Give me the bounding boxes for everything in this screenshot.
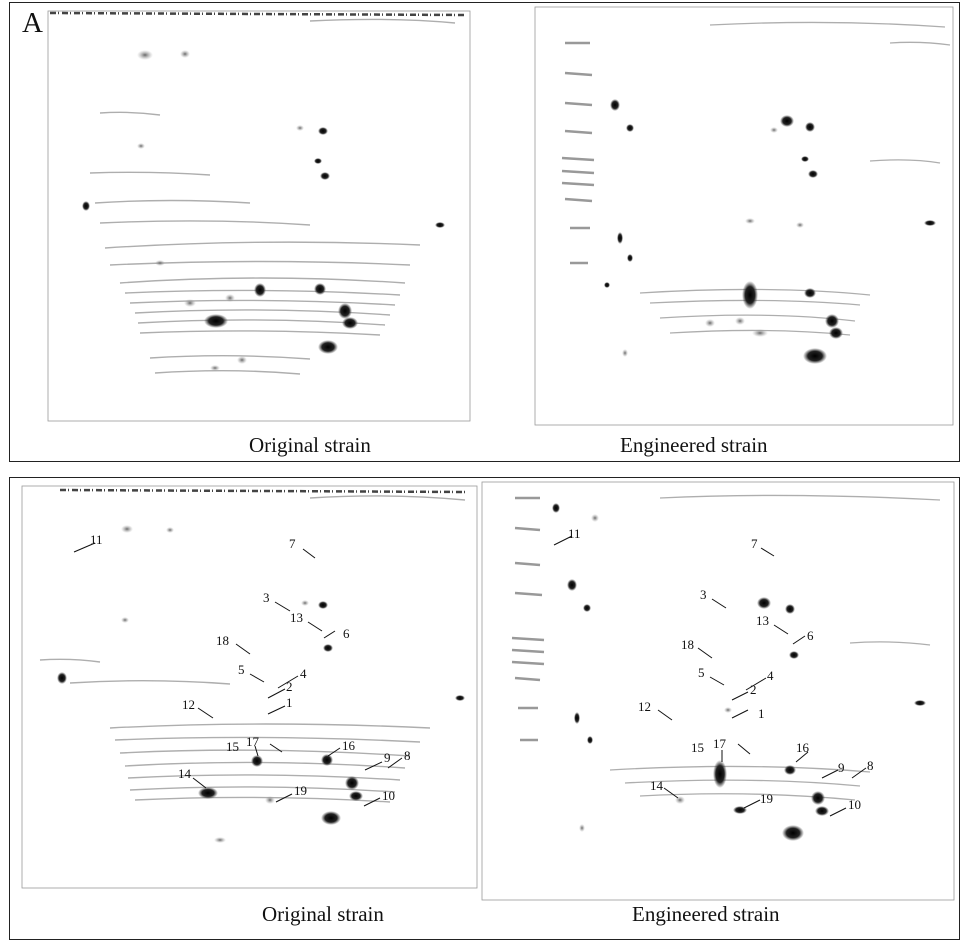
spot-label-1-original: 1 bbox=[286, 695, 293, 710]
gel-engineered-a bbox=[534, 6, 954, 426]
spot-label-10-original: 10 bbox=[382, 788, 395, 803]
spot-label-19-original: 19 bbox=[294, 783, 307, 798]
spot-label-4-engineered: 4 bbox=[767, 668, 774, 683]
panel-b: B bbox=[9, 477, 960, 940]
spot-label-13-original: 13 bbox=[290, 610, 303, 625]
spot-label-12-original: 12 bbox=[182, 697, 195, 712]
spot-label-11-original: 11 bbox=[90, 532, 103, 547]
spot-label-13-engineered: 13 bbox=[756, 613, 769, 628]
spot-label-9-original: 9 bbox=[384, 750, 391, 765]
caption-engineered-strain-b: Engineered strain bbox=[632, 902, 780, 926]
gel-original-a bbox=[47, 10, 471, 422]
spot-label-7-original: 7 bbox=[289, 536, 296, 551]
gel-engineered-b: 11 7 3 13 6 18 5 4 2 1 12 17 15 16 9 8 1… bbox=[481, 481, 955, 901]
spot-label-10-engineered: 10 bbox=[848, 797, 861, 812]
spot-label-16-original: 16 bbox=[342, 738, 356, 753]
caption-original-strain-b: Original strain bbox=[262, 902, 384, 926]
spot-label-3-original: 3 bbox=[263, 590, 270, 605]
spot-label-19-engineered: 19 bbox=[760, 791, 773, 806]
spot-label-4-original: 4 bbox=[300, 666, 307, 681]
spot-label-15-engineered: 15 bbox=[691, 740, 704, 755]
spot-label-6-engineered: 6 bbox=[807, 628, 814, 643]
spot-label-14-engineered: 14 bbox=[650, 778, 664, 793]
panel-a: A bbox=[9, 2, 960, 462]
spot-label-3-engineered: 3 bbox=[700, 587, 707, 602]
panel-a-letter: A bbox=[22, 7, 43, 39]
spot-label-2-original: 2 bbox=[286, 679, 293, 694]
spot-label-17-original: 17 bbox=[246, 734, 260, 749]
spot-label-9-engineered: 9 bbox=[838, 760, 845, 775]
spot-label-5-engineered: 5 bbox=[698, 665, 705, 680]
gel-original-b: 11 7 3 13 6 18 5 4 2 1 12 17 15 16 9 8 1… bbox=[21, 485, 478, 889]
spot-label-2-engineered: 2 bbox=[750, 682, 757, 697]
spot-label-18-original: 18 bbox=[216, 633, 229, 648]
panel-b-gels: 11 7 3 13 6 18 5 4 2 1 12 17 15 16 9 8 1… bbox=[21, 481, 955, 901]
spot-label-16-engineered: 16 bbox=[796, 740, 810, 755]
spot-label-11-engineered: 11 bbox=[568, 526, 581, 541]
spot-label-7-engineered: 7 bbox=[751, 536, 758, 551]
spot-label-14-original: 14 bbox=[178, 766, 192, 781]
spot-label-1-engineered: 1 bbox=[758, 706, 765, 721]
spot-label-5-original: 5 bbox=[238, 662, 245, 677]
spot-label-6-original: 6 bbox=[343, 626, 350, 641]
spot-label-8-engineered: 8 bbox=[867, 758, 874, 773]
spot-label-18-engineered: 18 bbox=[681, 637, 694, 652]
spot-label-12-engineered: 12 bbox=[638, 699, 651, 714]
spot-label-15-original: 15 bbox=[226, 739, 239, 754]
spot-label-17-engineered: 17 bbox=[713, 736, 727, 751]
panel-a-gels bbox=[47, 6, 954, 426]
spot-label-8-original: 8 bbox=[404, 748, 411, 763]
caption-original-strain-a: Original strain bbox=[249, 433, 371, 457]
caption-engineered-strain-a: Engineered strain bbox=[620, 433, 768, 457]
